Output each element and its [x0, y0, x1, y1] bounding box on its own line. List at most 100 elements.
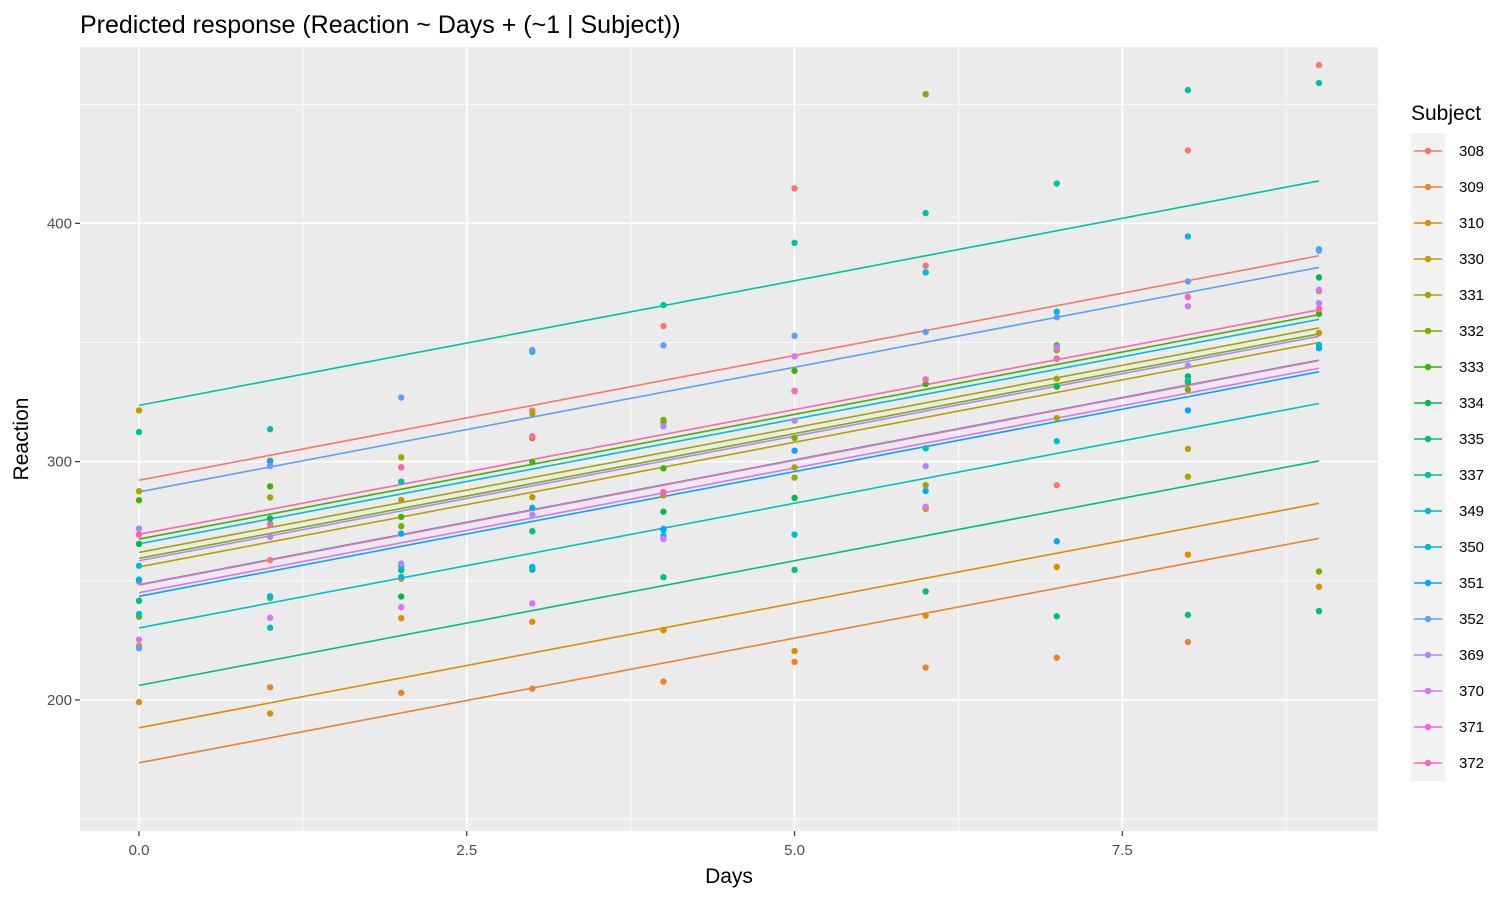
point-350: [135, 562, 143, 569]
point-352: [1184, 278, 1192, 285]
point-337: [791, 239, 798, 247]
point-332: [1184, 386, 1192, 393]
legend-label-369: 369: [1459, 647, 1484, 664]
point-309: [398, 689, 405, 696]
point-330: [1184, 445, 1192, 453]
legend-key-point: [1424, 255, 1432, 263]
legend-key-point: [1424, 615, 1432, 623]
legend-key-point: [1424, 723, 1432, 731]
point-369: [660, 423, 667, 430]
legend-label-370: 370: [1459, 683, 1484, 700]
point-351: [1184, 407, 1192, 414]
legend-label-334: 334: [1459, 395, 1484, 412]
legend-key-point: [1424, 363, 1432, 371]
observed-points: [135, 61, 1323, 717]
point-349: [398, 573, 405, 581]
point-308: [660, 322, 667, 330]
point-337: [266, 426, 274, 433]
point-335: [1184, 611, 1192, 619]
point-331: [135, 487, 143, 495]
point-369: [1184, 362, 1192, 369]
legend-key-point: [1424, 759, 1432, 767]
plot-panel: [80, 47, 1378, 831]
point-370: [922, 503, 929, 510]
point-370: [1184, 303, 1192, 310]
point-337: [398, 478, 405, 485]
point-352: [1315, 247, 1323, 254]
point-352: [266, 462, 274, 470]
point-370: [266, 614, 274, 621]
point-332: [922, 90, 929, 98]
point-308: [1053, 482, 1060, 489]
legend-label-333: 333: [1459, 359, 1484, 376]
point-309: [1053, 654, 1060, 661]
point-332: [660, 416, 667, 424]
fit-line-309: [138, 537, 1320, 764]
point-310: [1184, 551, 1192, 558]
legend-title: Subject: [1411, 102, 1481, 125]
point-349: [791, 531, 798, 538]
point-369: [922, 462, 929, 470]
legend: Subject 308 309 310 330 331 332 333 334 335 337 34…: [1411, 102, 1484, 781]
legend-label-310: 310: [1459, 215, 1484, 232]
point-337: [135, 428, 143, 436]
fit-line-371: [138, 359, 1320, 586]
legend-label-349: 349: [1459, 503, 1484, 520]
point-370: [660, 535, 667, 543]
legend-key-point: [1424, 147, 1432, 155]
point-337: [1184, 86, 1192, 94]
point-369: [791, 417, 798, 424]
legend-key-point: [1424, 543, 1432, 551]
legend-key-point: [1424, 579, 1432, 587]
legend-label-352: 352: [1459, 611, 1484, 628]
fit-line-349: [138, 402, 1320, 629]
point-331: [1184, 473, 1192, 480]
point-370: [1315, 286, 1323, 293]
point-352: [529, 346, 536, 354]
point-369: [135, 525, 143, 532]
x-tick-label: 7.5: [1112, 842, 1133, 859]
point-309: [922, 664, 929, 671]
point-351: [529, 504, 536, 512]
fit-line-370: [138, 367, 1320, 594]
legend-label-331: 331: [1459, 287, 1484, 304]
point-351: [135, 576, 143, 583]
point-351: [1053, 538, 1060, 545]
point-333: [791, 367, 798, 375]
x-tick-label: 0.0: [129, 842, 150, 859]
point-330: [135, 407, 143, 414]
legend-key-point: [1424, 399, 1432, 407]
point-309: [1184, 638, 1192, 646]
point-350: [922, 269, 929, 276]
point-370: [135, 636, 143, 643]
point-334: [660, 508, 667, 515]
point-332: [1315, 568, 1323, 575]
point-333: [660, 465, 667, 472]
point-308: [1184, 147, 1192, 154]
point-350: [266, 593, 274, 600]
point-370: [791, 353, 798, 360]
point-372: [398, 464, 405, 471]
point-333: [398, 513, 405, 521]
fit-line-372: [138, 309, 1320, 536]
legend-label-372: 372: [1459, 755, 1484, 772]
fit-line-331: [138, 327, 1320, 554]
x-axis-title: Days: [705, 865, 753, 888]
x-tick-label: 5.0: [784, 842, 805, 859]
point-350: [1053, 308, 1060, 315]
legend-label-330: 330: [1459, 251, 1484, 268]
point-349: [1184, 376, 1192, 384]
fit-line-351: [138, 371, 1320, 598]
fit-line-369: [138, 335, 1320, 562]
legend-key-point: [1424, 471, 1432, 479]
fit-line-333: [138, 313, 1320, 540]
point-331: [922, 482, 929, 489]
legend-label-332: 332: [1459, 323, 1484, 340]
point-333: [266, 483, 274, 490]
point-372: [922, 376, 929, 383]
point-372: [1315, 305, 1323, 313]
point-331: [529, 410, 536, 417]
legend-key-point: [1424, 219, 1432, 227]
point-337: [922, 209, 929, 217]
